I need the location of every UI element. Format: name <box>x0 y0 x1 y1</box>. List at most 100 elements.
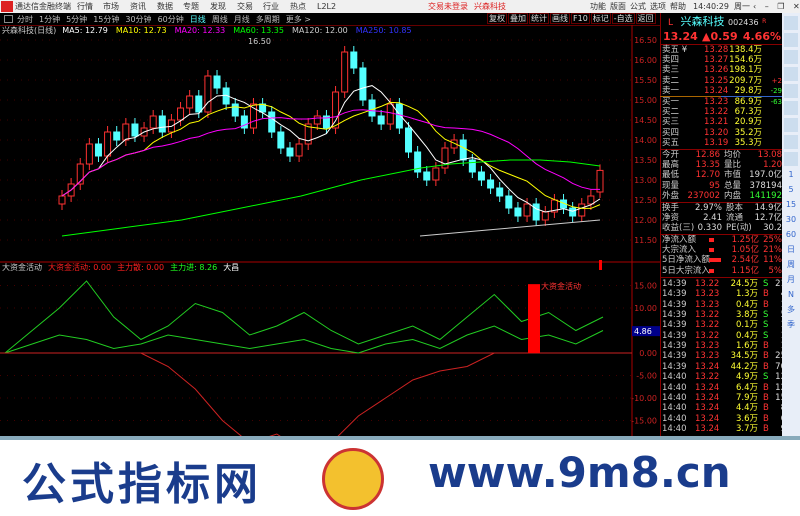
candle <box>113 131 121 141</box>
tab-8[interactable]: 月线 <box>233 14 250 24</box>
bid-volume: 35.3万 <box>734 137 762 148</box>
candle <box>313 115 321 125</box>
side-tool-icon[interactable] <box>784 84 798 98</box>
menu-6[interactable]: 交易 <box>237 2 253 11</box>
side-period-8[interactable]: N <box>788 290 794 299</box>
tab-9[interactable]: 多周期 <box>255 14 280 24</box>
side-tool-icon[interactable] <box>784 50 798 64</box>
ask-price: 13.26 <box>704 65 729 76</box>
side-tool-icon[interactable] <box>784 101 798 115</box>
side-tool-icon[interactable] <box>784 67 798 81</box>
banner-logo-icon <box>322 448 384 510</box>
tab-7[interactable]: 周线 <box>211 14 228 24</box>
right-menu-0[interactable]: 功能 <box>590 2 606 11</box>
side-period-9[interactable]: 多 <box>787 305 795 314</box>
trade-time: 14:39 <box>662 310 687 321</box>
bid-price: 13.22 <box>704 107 729 118</box>
candle <box>523 203 531 217</box>
side-tool-icon[interactable] <box>784 118 798 132</box>
notice-stock[interactable]: 兴森科技 <box>474 2 506 11</box>
candle <box>505 195 513 209</box>
side-period-2[interactable]: 15 <box>785 200 797 209</box>
layout-icon[interactable] <box>4 15 13 23</box>
candle <box>477 171 485 181</box>
side-tool-icon[interactable] <box>784 33 798 47</box>
bid-label: 买三 <box>662 117 680 128</box>
stat-value: 0.330 <box>697 223 722 234</box>
side-period-4[interactable]: 60 <box>785 230 797 239</box>
tab-0[interactable]: 分时 <box>17 14 33 24</box>
bid-price: 13.21 <box>704 117 729 128</box>
candle <box>186 95 194 109</box>
tool-2[interactable]: 统计 <box>529 13 549 24</box>
side-tool-icon[interactable] <box>784 16 798 30</box>
menu-4[interactable]: 专题 <box>183 2 199 11</box>
tool-6[interactable]: -自选 <box>611 13 635 24</box>
tab-10[interactable]: 更多 > <box>285 14 311 24</box>
tool-0[interactable]: 复权 <box>487 13 507 24</box>
tab-1[interactable]: 1分钟 <box>39 14 61 24</box>
candle <box>149 115 157 129</box>
tab-5[interactable]: 60分钟 <box>157 14 184 24</box>
side-period-7[interactable]: 月 <box>787 275 795 284</box>
candle <box>587 195 595 205</box>
menu-8[interactable]: 热点 <box>290 2 306 11</box>
candle <box>514 207 522 217</box>
candle <box>450 139 458 149</box>
candle <box>286 147 294 157</box>
side-period-5[interactable]: 日 <box>787 245 795 254</box>
menu-2[interactable]: 资讯 <box>130 2 146 11</box>
clock: 14:40:29 <box>693 2 729 11</box>
right-menu-1[interactable]: 版面 <box>610 2 626 11</box>
price-change: ▲0.59 <box>702 30 738 43</box>
right-menu-2[interactable]: 公式 <box>630 2 646 11</box>
tool-5[interactable]: 标记 <box>590 13 611 24</box>
menu-9[interactable]: L2L2 <box>317 2 337 11</box>
bid-volume: 86.9万 <box>734 97 762 107</box>
menu-1[interactable]: 市场 <box>103 2 119 11</box>
tool-3[interactable]: 画线 <box>550 13 570 24</box>
side-period-1[interactable]: 5 <box>788 185 794 194</box>
app-logo-icon <box>1 1 13 12</box>
candle <box>368 99 376 117</box>
ask-row: 卖五 ¥ 13.28 138.4万 <box>662 45 782 55</box>
candle <box>94 143 102 157</box>
right-menu-4[interactable]: 帮助 <box>670 2 686 11</box>
menu-7[interactable]: 行业 <box>263 2 279 11</box>
candle <box>414 151 422 173</box>
candle <box>487 179 495 189</box>
tab-4[interactable]: 30分钟 <box>125 14 152 24</box>
tab-6[interactable]: 日线 <box>189 14 206 24</box>
menu-0[interactable]: 行情 <box>77 2 93 11</box>
right-menu-3[interactable]: 选项 <box>650 2 666 11</box>
stock-name: 兴森科技 <box>680 15 725 28</box>
tool-1[interactable]: 叠加 <box>508 13 528 24</box>
side-tool-icon[interactable] <box>784 152 798 166</box>
side-tool-icon[interactable] <box>784 135 798 149</box>
tool-7[interactable]: 返回 <box>635 13 656 24</box>
side-period-3[interactable]: 30 <box>785 215 797 224</box>
side-period-10[interactable]: 季 <box>787 320 795 329</box>
price-tick: 12.00 <box>634 216 657 225</box>
tool-4[interactable]: F10 <box>571 13 590 24</box>
side-period-0[interactable]: 1 <box>788 170 794 179</box>
stat-label: 市值 <box>724 170 742 181</box>
price-tick: 14.50 <box>634 116 657 125</box>
window-controls[interactable]: ‹ – ❐ ✕ <box>753 2 800 11</box>
trade-row: 14:39 13.23 34.5万 B 25 <box>662 351 786 361</box>
candle <box>58 195 66 205</box>
stat-label: 现量 <box>662 180 680 191</box>
tab-3[interactable]: 15分钟 <box>93 14 120 24</box>
side-period-6[interactable]: 周 <box>787 260 795 269</box>
tab-2[interactable]: 5分钟 <box>66 14 88 24</box>
login-notice[interactable]: 交易未登录 <box>428 2 468 11</box>
menu-3[interactable]: 数据 <box>157 2 173 11</box>
flow-row: 净流入额 1.25亿 25% <box>662 235 782 245</box>
menu-5[interactable]: 发现 <box>210 2 226 11</box>
kline-chart[interactable]: 16.50 16.00 15.50 15.00 14.50 14.00 13.50 13.00… <box>0 25 660 436</box>
trade-price: 13.22 <box>695 279 720 289</box>
price-tick: 16.00 <box>634 56 657 65</box>
quote-prefix: L <box>668 18 674 28</box>
stat-label: 内盘 <box>724 190 742 201</box>
stat-label: PE(动) <box>726 223 752 234</box>
